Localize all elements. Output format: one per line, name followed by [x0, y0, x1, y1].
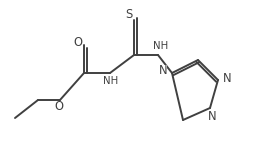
Text: O: O: [54, 100, 63, 114]
Text: N: N: [208, 110, 216, 123]
Text: N: N: [159, 64, 167, 78]
Text: S: S: [125, 9, 133, 21]
Text: N: N: [223, 72, 231, 86]
Text: NH: NH: [103, 76, 119, 86]
Text: NH: NH: [153, 41, 169, 51]
Text: O: O: [74, 36, 83, 48]
